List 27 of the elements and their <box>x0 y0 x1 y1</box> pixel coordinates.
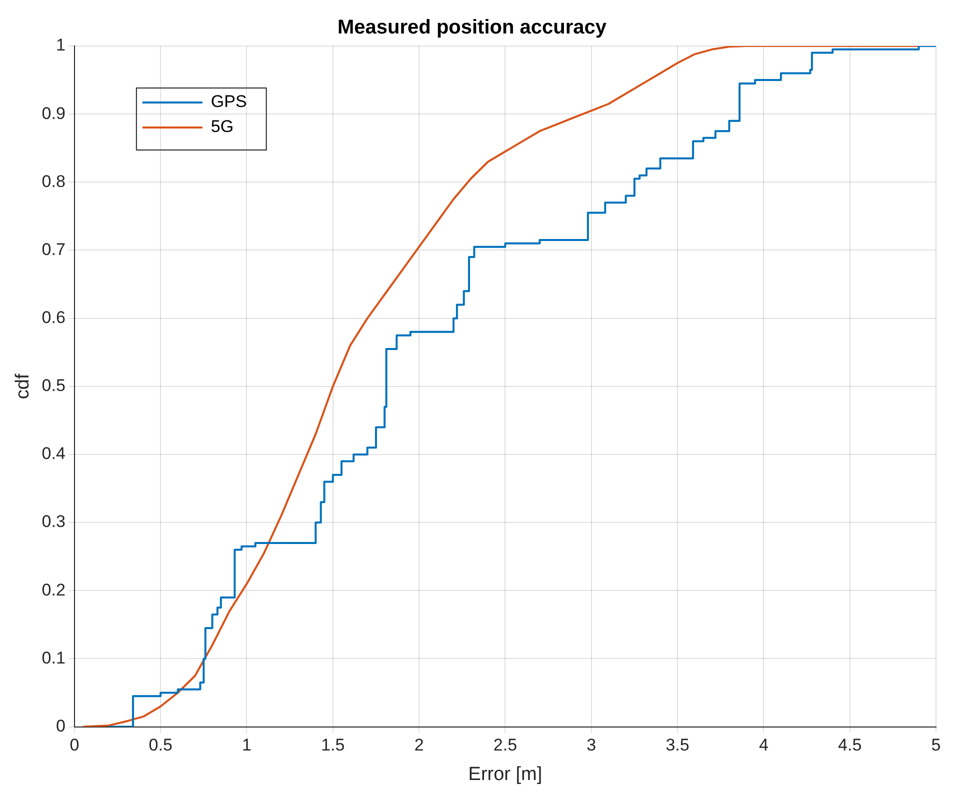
y-tick-label: 0.1 <box>42 648 66 668</box>
y-tick-label: 1 <box>56 36 66 55</box>
y-axis-title: cdf <box>12 373 34 400</box>
x-tick-label: 2 <box>414 736 424 755</box>
x-tick-label: 4.5 <box>838 736 862 755</box>
x-tick-label: 0 <box>70 736 80 755</box>
legend-label: 5G <box>210 117 234 136</box>
x-tick-label: 3 <box>586 736 596 755</box>
x-tick-label: 4 <box>758 736 768 755</box>
x-tick-label: 0.5 <box>148 736 172 755</box>
y-tick-label: 0.7 <box>42 240 66 259</box>
legend-label: GPS <box>210 92 247 112</box>
y-tick-label: 0.3 <box>42 512 66 532</box>
x-tick-label: 3.5 <box>666 736 690 755</box>
y-tick-label: 0.6 <box>42 308 66 328</box>
chart-title: Measured position accuracy <box>338 16 608 39</box>
x-axis-title: Error [m] <box>468 764 542 785</box>
y-tick-label: 0.4 <box>42 444 66 464</box>
x-tick-label: 2.5 <box>493 736 518 755</box>
x-tick-label: 5 <box>931 736 941 755</box>
x-tick-label: 1 <box>242 736 252 755</box>
y-tick-label: 0.2 <box>42 580 66 600</box>
y-tick-label: 0 <box>56 716 66 736</box>
y-tick-label: 0.5 <box>42 376 66 396</box>
y-tick-label: 0.8 <box>42 172 66 191</box>
x-tick-label: 1.5 <box>321 736 345 755</box>
y-tick-label: 0.9 <box>42 104 66 123</box>
